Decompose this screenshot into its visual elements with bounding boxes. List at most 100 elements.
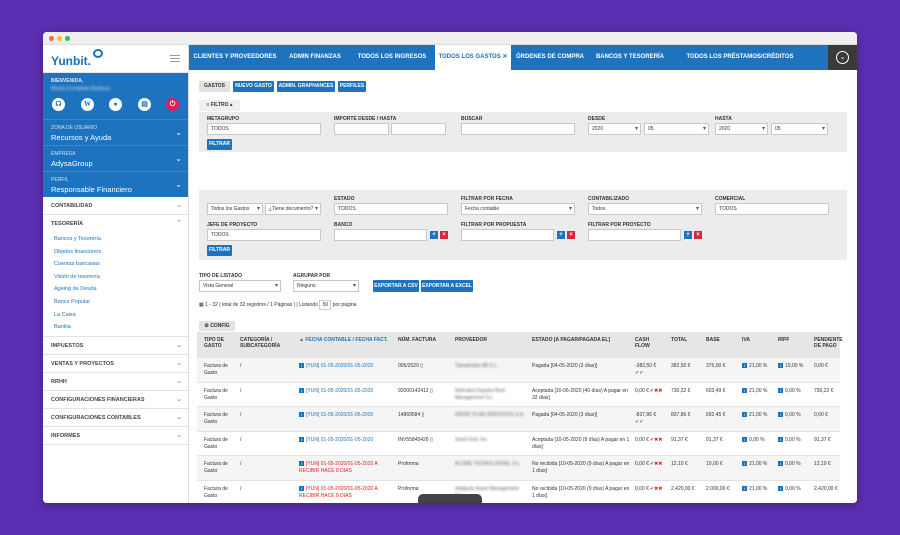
table-row[interactable]: Factura de Gasto / i [YUN] 01-05-2020/01-05… [197, 358, 840, 383]
tab-admin-finanzas[interactable]: ADMIN FINANZAS [289, 54, 341, 60]
info-icon[interactable]: i [742, 461, 747, 467]
submenu-item[interactable]: Bancos y Tesorería [54, 236, 101, 242]
fecha-text[interactable]: [YUN] 01-05-2020/01-05-2020 A [306, 485, 378, 492]
desde-year-select[interactable]: 2020 [588, 123, 641, 135]
importe-desde-input[interactable] [334, 123, 389, 135]
tipo-listado-select[interactable]: Vista General [199, 280, 281, 292]
cell-fecha[interactable]: i [YUN] 01-05-2020/01-05-2020 A RECIBIR HA… [299, 461, 391, 475]
fecha-text[interactable]: [YUN] 01-05-2020/01-05-2020 [306, 412, 374, 418]
contabilizado-select[interactable]: Todos [588, 203, 702, 215]
filtrar-advanced-button[interactable]: FILTRAR [207, 245, 232, 256]
document-icon[interactable]: ▯ [418, 363, 423, 369]
headset-icon[interactable]: ☊ [52, 98, 65, 111]
document-icon[interactable]: ▯ [428, 387, 433, 394]
more-tabs-button[interactable]: ⌄ [828, 45, 857, 70]
tab-clientes-proveedores[interactable]: CLIENTES Y PROVEEDORES [193, 54, 277, 60]
user-icon[interactable]: ● [109, 98, 122, 111]
proyecto-input[interactable] [588, 229, 681, 241]
th-iva[interactable]: IVA [742, 337, 750, 343]
nav-informes[interactable]: INFORMES ⌄ [43, 427, 188, 445]
add-banco-icon[interactable]: + [430, 231, 438, 239]
submenu-item[interactable]: Banco Popular [54, 298, 91, 305]
tab-ordenes-compra[interactable]: ÓRDENES DE COMPRA [515, 54, 584, 60]
export-excel-button[interactable]: EXPORTAR A EXCEL [421, 280, 473, 292]
tab-todos-gastos[interactable]: TODOS LOS GASTOS ✕ [435, 45, 511, 70]
tipo-gasto-select[interactable]: Todos los Gastos [207, 203, 263, 215]
wiki-icon[interactable]: W [81, 98, 94, 111]
logo[interactable]: Yunbit. [51, 54, 91, 68]
add-proyecto-icon[interactable]: + [684, 231, 692, 239]
metagrupo-input[interactable]: TODOS [207, 123, 321, 135]
document-icon[interactable]: ▯ [428, 436, 433, 443]
fecha-text[interactable]: [YUN] 01-05-2020/01-05-2020 [306, 363, 374, 369]
close-window-icon[interactable] [49, 36, 54, 41]
remove-banco-icon[interactable]: × [440, 231, 448, 239]
tab-todos-ingresos[interactable]: TODOS LOS INGRESOS [357, 54, 427, 60]
nav-config-financieras[interactable]: CONFIGURACIONES FINANCIERAS ⌄ [43, 391, 188, 409]
cell-fecha[interactable]: i [YUN] 01-05-2020/01-05-2020 [299, 363, 391, 370]
info-icon[interactable]: i [778, 485, 783, 491]
table-row[interactable]: Factura de Gasto / i [YUN] 01-05-2020/01-05… [197, 383, 840, 407]
nav-rrhh[interactable]: RRHH ⌄ [43, 373, 188, 391]
fecha-text[interactable]: [YUN] 01-05-2020/01-05-2020 [306, 436, 374, 443]
info-icon[interactable]: i [778, 436, 783, 442]
fecha-text[interactable]: [YUN] 01-05-2020/01-05-2020 [306, 387, 374, 394]
hasta-month-select[interactable]: 05 [771, 123, 828, 135]
th-fecha[interactable]: ▲ FECHA CONTABLE / FECHA FACT. [299, 337, 388, 343]
cell-num[interactable]: Proforma [398, 486, 450, 493]
cell-fecha[interactable]: i [YUN] 01-05-2020/01-05-2020 [299, 388, 391, 395]
per-page-input[interactable]: 50 [319, 300, 332, 310]
submenu-item[interactable]: Objetos financieros [54, 248, 102, 255]
table-row[interactable]: Factura de Gasto / i [YUN] 01-05-2020/01-05… [197, 407, 840, 432]
remove-propuesta-icon[interactable]: × [567, 231, 575, 239]
tab-prestamos-creditos[interactable]: TODOS LOS PRÉSTAMOS/CRÉDITOS [686, 54, 794, 60]
th-num-factura[interactable]: NÚM. FACTURA [398, 337, 437, 343]
cell-num[interactable]: 92000142412 ▯ [398, 388, 450, 395]
remove-proyecto-icon[interactable]: × [694, 231, 702, 239]
zone-perfil[interactable]: PERFIL Responsable Financiero ⌄ [43, 171, 188, 197]
info-icon[interactable]: i [778, 363, 783, 369]
info-icon[interactable]: i [299, 363, 304, 369]
logout-icon[interactable]: ⏻ [166, 98, 179, 111]
th-tipo[interactable]: TIPO DE GASTO [204, 337, 225, 349]
filter-toggle[interactable]: ≡ FILTRO ▴ [199, 100, 240, 111]
cell-fecha[interactable]: i [YUN] 01-05-2020/01-05-2020 [299, 437, 391, 444]
info-icon[interactable]: i [299, 412, 304, 418]
clipboard-icon[interactable]: ▤ [138, 98, 151, 111]
jefe-input[interactable]: TODOS [207, 229, 321, 241]
th-categoria[interactable]: CATEGORÍA / SUBCATEGORÍA [240, 337, 281, 349]
comercial-input[interactable]: TODOS [715, 203, 829, 215]
info-icon[interactable]: i [742, 412, 747, 418]
document-icon[interactable]: ▯ [420, 412, 425, 418]
maximize-window-icon[interactable] [65, 36, 70, 41]
tab-bancos-tesoreria[interactable]: BANCOS Y TESORERÍA [595, 54, 665, 60]
nav-contabilidad[interactable]: CONTABILIDAD ⌄ [43, 197, 188, 215]
submenu-item[interactable]: Cuentas bancarias [54, 261, 100, 268]
minimize-window-icon[interactable] [57, 36, 62, 41]
info-icon[interactable]: i [778, 461, 783, 467]
th-irpf[interactable]: IRPF [778, 337, 790, 343]
hamburger-menu-icon[interactable] [170, 55, 180, 62]
nuevo-gasto-button[interactable]: NUEVO GASTO [233, 81, 274, 92]
cell-num[interactable]: Proforma [398, 461, 450, 468]
buscar-input[interactable] [461, 123, 575, 135]
info-icon[interactable]: i [299, 461, 304, 467]
desde-month-select[interactable]: 05 [644, 123, 709, 135]
cell-num[interactable]: 005/2020 ▯ [398, 363, 450, 370]
zone-usuario[interactable]: ZONA DE USUARIO Recursos y Ayuda ⌄ [43, 119, 188, 145]
table-row[interactable]: Factura de Gasto / i [YUN] 01-05-2020/01-05… [197, 481, 840, 504]
importe-hasta-input[interactable] [391, 123, 446, 135]
config-button[interactable]: ⚙ CONFIG [199, 321, 235, 331]
documento-select[interactable]: ¿Tiene documento? [265, 203, 321, 215]
cell-fecha[interactable]: i [YUN] 01-05-2020/01-05-2020 A RECIBIR HA… [299, 486, 391, 500]
export-csv-button[interactable]: EXPORTAR A CSV [373, 280, 419, 292]
th-estado[interactable]: ESTADO [A PAGAR/PAGADA EL] [532, 337, 610, 343]
submenu-item[interactable]: Bankia [54, 324, 71, 331]
submenu-item[interactable]: Visión de tesorería [54, 273, 100, 280]
info-icon[interactable]: i [299, 387, 304, 393]
filtrar-button[interactable]: FILTRAR [207, 139, 232, 150]
nav-impuestos[interactable]: IMPUESTOS ⌄ [43, 337, 188, 355]
th-proveedor[interactable]: PROVEEDOR [455, 337, 487, 343]
info-icon[interactable]: i [742, 436, 747, 442]
info-icon[interactable]: i [778, 412, 783, 418]
